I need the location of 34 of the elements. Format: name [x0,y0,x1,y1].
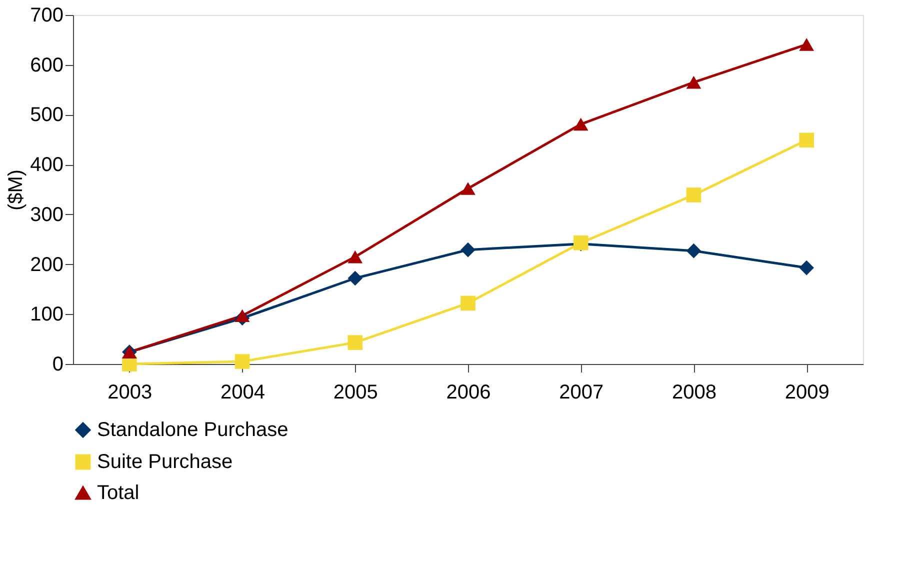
x-tick-label: 2004 [220,382,266,404]
point [686,188,702,202]
point [348,250,363,264]
point [460,242,476,258]
point [686,76,702,89]
x-tick-label: 2006 [446,382,491,404]
legend-label: Suite Purchase [97,451,233,473]
point [460,296,476,311]
point [573,118,588,131]
y-tick-label: 700 [30,4,64,26]
x-tick-label: 2003 [108,382,152,404]
legend-label: Total [97,482,140,504]
x-tick-label: 2009 [784,382,830,404]
point [234,354,250,369]
point [460,182,476,195]
point [799,38,814,51]
y-tick-label: 400 [30,154,64,176]
y-tick-label: 600 [30,54,64,76]
point [799,260,814,276]
x-tick-label: 2005 [333,382,378,404]
point [348,270,363,286]
y-axis-title: ($M) [5,169,28,211]
y-tick-label: 300 [30,204,64,226]
y-tick-label: 100 [30,304,64,326]
point [348,335,363,350]
point [799,132,814,148]
point [234,309,250,322]
x-tick-label: 2008 [672,382,716,404]
y-tick-label: 200 [30,254,64,276]
legend-label: Standalone Purchase [97,419,288,441]
y-tick-label: 0 [52,354,64,376]
y-tick-label: 500 [30,104,64,126]
point [686,243,702,258]
x-tick-label: 2007 [559,382,604,404]
